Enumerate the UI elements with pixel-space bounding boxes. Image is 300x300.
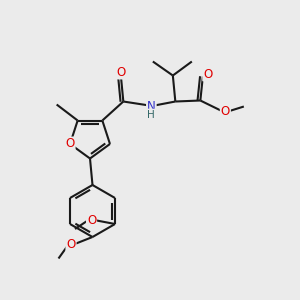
Text: O: O — [65, 137, 75, 151]
Text: O: O — [221, 105, 230, 118]
Text: N: N — [147, 100, 156, 113]
Text: O: O — [203, 68, 212, 80]
Text: O: O — [116, 65, 125, 79]
Text: O: O — [66, 238, 76, 251]
Text: O: O — [87, 214, 96, 226]
Text: H: H — [148, 110, 155, 119]
